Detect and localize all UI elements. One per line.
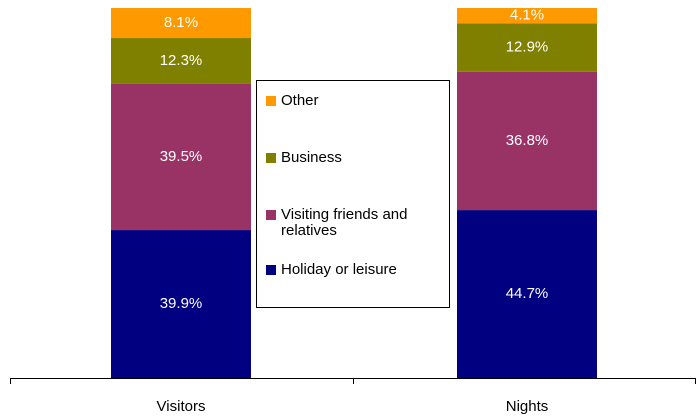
legend-item: Business <box>266 150 446 166</box>
legend-label: Holiday or leisure <box>281 261 397 278</box>
bar-segment <box>111 230 251 378</box>
legend: Other Business Visiting friends and relati… <box>256 80 450 308</box>
legend-item: Other <box>266 93 446 109</box>
legend-swatch <box>266 210 276 220</box>
legend-label: Other <box>281 92 319 109</box>
data-label: 39.9% <box>160 295 203 312</box>
bar-segment <box>111 8 251 39</box>
data-label: 36.8% <box>506 132 549 149</box>
data-label: 12.9% <box>506 39 549 56</box>
bar-segment <box>457 23 597 72</box>
x-tick-label: Nights <box>506 398 549 415</box>
legend-item: Holiday or leisure <box>266 262 446 278</box>
bar-segment <box>457 8 597 24</box>
legend-item: Visiting friends and relatives <box>266 207 446 239</box>
x-tick-label: Visitors <box>157 398 206 415</box>
data-label: 8.1% <box>164 14 198 31</box>
legend-label: Visiting friends and relatives <box>281 206 408 239</box>
bar-segment <box>111 83 251 231</box>
legend-label: Business <box>281 149 342 166</box>
bar-segment <box>111 38 251 84</box>
bar-segment <box>457 71 597 211</box>
data-label: 4.1% <box>510 7 544 24</box>
data-label: 44.7% <box>506 285 549 302</box>
bar-segment <box>457 210 597 378</box>
legend-swatch <box>266 265 276 275</box>
legend-swatch <box>266 96 276 106</box>
data-label: 39.5% <box>160 148 203 165</box>
data-label: 12.3% <box>160 52 203 69</box>
legend-swatch <box>266 153 276 163</box>
